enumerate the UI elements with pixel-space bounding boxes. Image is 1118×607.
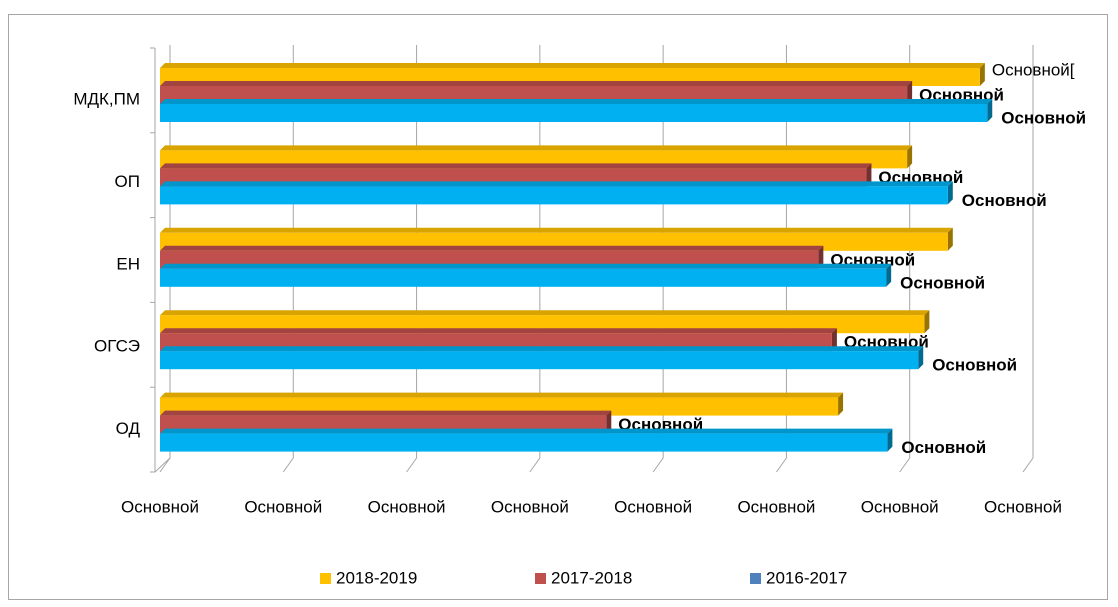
bar-top xyxy=(160,428,893,434)
y-tick-label: МДК,ПМ xyxy=(73,89,140,108)
bar-side xyxy=(918,346,924,370)
data-label: Основной xyxy=(900,273,985,292)
y-tick-label: ЕН xyxy=(116,254,140,273)
bar-top xyxy=(160,227,953,233)
bar-side xyxy=(947,227,953,251)
bar-side xyxy=(907,81,913,104)
data-label: Основной xyxy=(901,438,986,457)
legend-swatch xyxy=(750,573,761,584)
bar-top xyxy=(160,145,913,151)
x-tick-label: Основной xyxy=(614,497,692,516)
x-tick-label: Основной xyxy=(737,497,815,516)
floor-line xyxy=(154,457,171,473)
bar xyxy=(160,104,988,122)
bar-side xyxy=(886,263,892,287)
legend-swatch xyxy=(535,573,546,584)
data-label: Основной[ xyxy=(992,60,1075,79)
bar-side xyxy=(866,163,872,187)
data-label: Основной xyxy=(1001,108,1086,127)
bar-top xyxy=(160,181,953,187)
y-tick-label: ОД xyxy=(116,419,141,438)
bar-top xyxy=(160,310,930,316)
bar-side xyxy=(987,99,993,122)
bar-top xyxy=(160,392,844,398)
x-tick-label: Основной xyxy=(121,497,199,516)
bar-top xyxy=(160,328,837,334)
bar-top xyxy=(160,245,824,251)
bar-top xyxy=(160,81,913,86)
bar-side xyxy=(979,63,985,86)
x-tick-label: Основной xyxy=(491,497,569,516)
bar-top xyxy=(160,99,993,104)
y-tick-label: ОП xyxy=(115,172,140,191)
bar xyxy=(160,433,888,452)
y-tick-label: ОГСЭ xyxy=(94,337,140,356)
bar-side xyxy=(924,310,930,334)
bar-top xyxy=(160,346,924,352)
bar-top xyxy=(160,410,612,416)
legend-label: 2016-2017 xyxy=(766,568,847,587)
x-tick-label: Основной xyxy=(368,497,446,516)
legend-label: 2018-2019 xyxy=(336,568,417,587)
bar-side xyxy=(818,245,824,269)
data-label: Основной xyxy=(962,191,1047,210)
bar-side xyxy=(907,145,913,169)
bar-side xyxy=(947,181,953,205)
legend-label: 2017-2018 xyxy=(551,568,632,587)
data-label: Основной xyxy=(932,356,1017,375)
bar-top xyxy=(160,263,892,269)
x-tick-label: Основной xyxy=(984,497,1062,516)
bar-side xyxy=(887,428,893,452)
x-tick-label: Основной xyxy=(861,497,939,516)
bar-side xyxy=(838,392,844,416)
grid-line xyxy=(1022,45,1034,473)
bar xyxy=(160,351,919,370)
bar xyxy=(160,186,948,205)
x-tick-label: Основной xyxy=(244,497,322,516)
legend-swatch xyxy=(320,573,331,584)
bar-top xyxy=(160,163,872,169)
bar-top xyxy=(160,63,985,68)
bar xyxy=(160,268,887,287)
bar-side xyxy=(831,328,837,352)
bar-side xyxy=(606,410,612,434)
